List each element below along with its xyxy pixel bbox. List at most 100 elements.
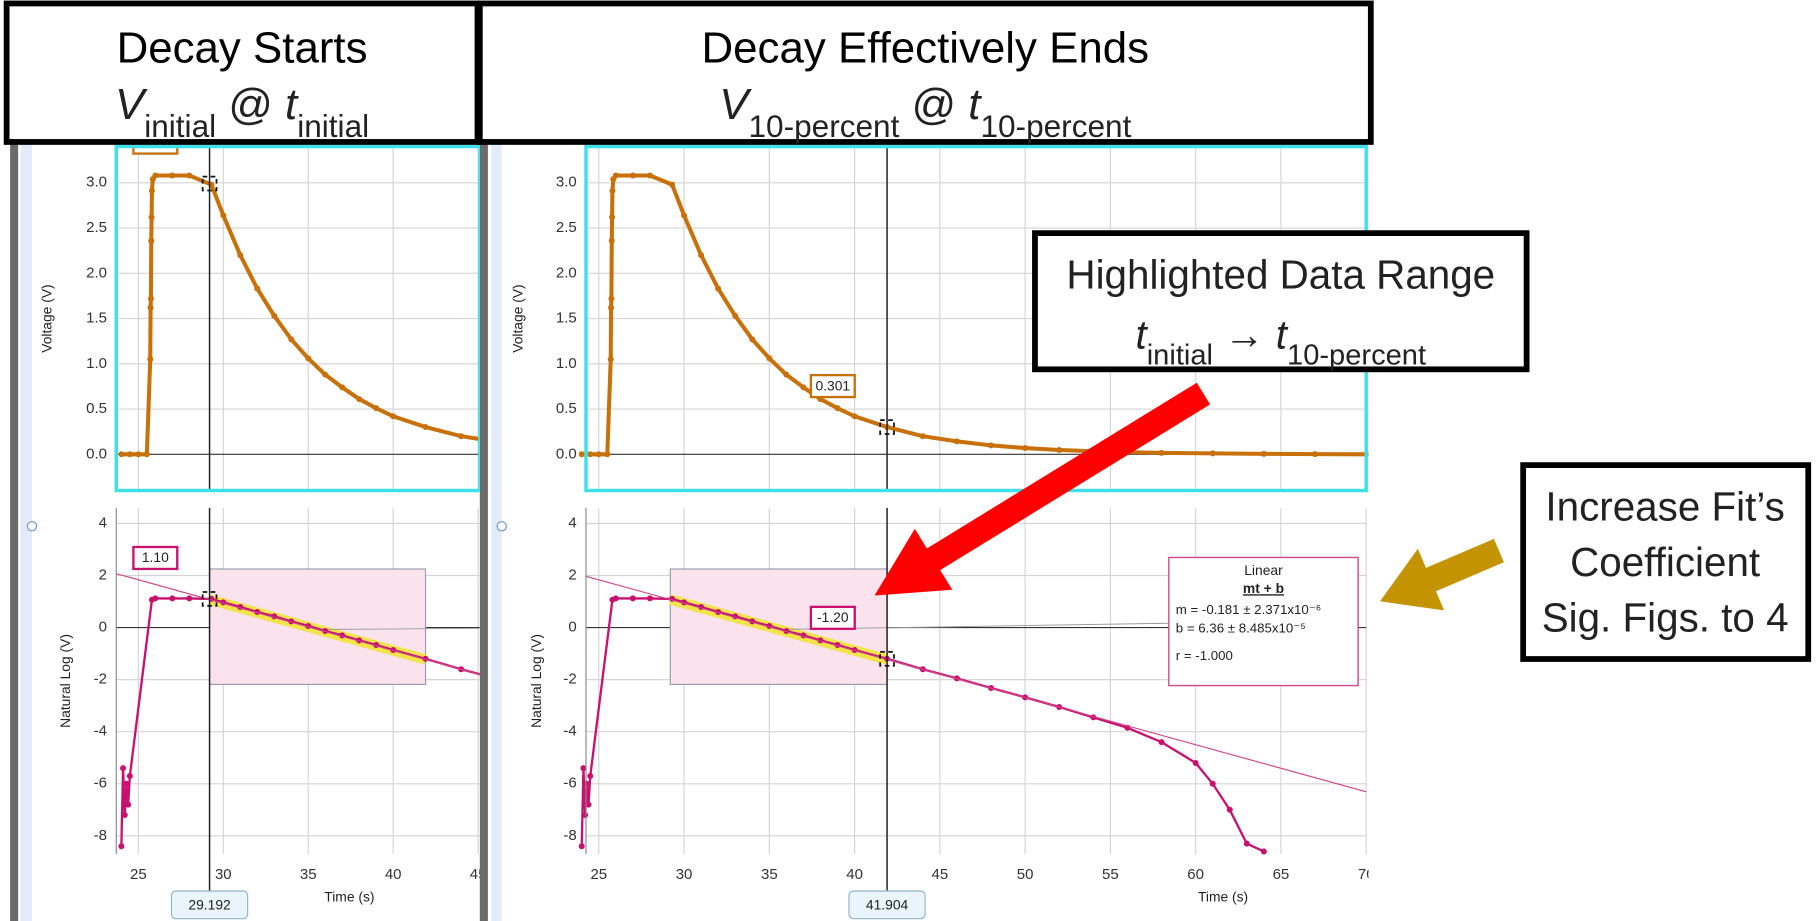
panel-divider	[10, 141, 19, 921]
callout-box	[1032, 230, 1530, 373]
y-tick-label: 2.0	[556, 264, 577, 281]
cursor-marker	[201, 591, 218, 607]
data-point	[1260, 450, 1267, 457]
cursor-value-box	[809, 605, 856, 630]
text-segment: initial	[297, 108, 369, 144]
data-point	[1260, 848, 1267, 855]
x-tick-label: 35	[300, 866, 317, 883]
y-tick-label: 4	[99, 514, 107, 531]
data-point	[646, 595, 653, 602]
data-point	[783, 371, 790, 378]
x-tick-label: 45	[932, 866, 949, 883]
data-point	[953, 438, 960, 445]
data-point	[578, 843, 585, 850]
fit-coefficient: r = -1.000	[1176, 648, 1233, 663]
y-tick-label: -4	[563, 723, 576, 740]
x-tick-label: 25	[130, 866, 147, 883]
panel-strip	[491, 141, 502, 921]
text-segment: t	[285, 80, 299, 129]
data-point	[1312, 451, 1319, 458]
data-point	[152, 172, 159, 179]
data-point	[612, 172, 619, 179]
x-tick-label: 40	[846, 866, 863, 883]
x-tick-label: 50	[1017, 866, 1034, 883]
y-axis-label: Natural Log (V)	[57, 634, 73, 728]
data-point	[1243, 840, 1250, 847]
resize-handle[interactable]	[496, 521, 507, 532]
data-point	[608, 304, 615, 311]
data-point	[322, 371, 329, 378]
cursor-x-value: 41.904	[866, 897, 909, 913]
x-tick-label: 45	[470, 866, 487, 883]
data-point	[919, 433, 926, 440]
data-point	[148, 237, 155, 244]
data-point	[1158, 739, 1165, 746]
callout-title: Highlighted Data Range	[1066, 252, 1495, 298]
text-segment: 10-percent	[980, 108, 1131, 144]
x-tick-label: 55	[1102, 866, 1119, 883]
y-tick-label: 2	[99, 566, 107, 583]
text-segment: t	[1276, 312, 1289, 358]
y-tick-label: -6	[94, 775, 107, 792]
x-axis-label: Time (s)	[1198, 888, 1248, 904]
data-point	[646, 172, 653, 179]
text-segment: 10-percent	[748, 108, 899, 144]
arrow	[874, 382, 1211, 596]
fit-leader	[317, 627, 480, 630]
data-point	[220, 212, 227, 219]
data-point	[582, 812, 589, 819]
data-point	[585, 801, 592, 808]
data-point	[118, 451, 125, 458]
data-point	[1056, 446, 1063, 453]
text-segment: t	[1136, 312, 1149, 358]
y-tick-label: -4	[94, 723, 107, 740]
y-tick-label: -8	[94, 827, 107, 844]
data-point	[148, 214, 155, 221]
fit-title: Linear	[1244, 562, 1283, 578]
data-point	[608, 237, 615, 244]
y-tick-label: 1.5	[556, 310, 577, 327]
data-point	[834, 405, 841, 412]
y-tick-label: 2	[568, 566, 576, 583]
cursor-value-box	[132, 545, 179, 571]
data-point	[143, 451, 150, 458]
data-point	[125, 801, 132, 808]
text-segment: →	[1213, 312, 1276, 358]
data-point	[148, 187, 155, 194]
text-segment: 10-percent	[1287, 340, 1426, 372]
header-formula: Vinitial @ tinitial	[115, 80, 369, 144]
data-point	[147, 295, 154, 302]
y-tick-label: 3.0	[86, 174, 107, 191]
callout-line: Coefficient	[1570, 539, 1760, 585]
data-point	[237, 252, 244, 259]
data-point	[698, 252, 705, 259]
data-point	[120, 765, 127, 772]
data-point	[121, 812, 128, 819]
y-tick-label: 0.0	[556, 445, 577, 462]
x-tick-label: 40	[385, 866, 402, 883]
data-point	[271, 312, 278, 319]
resize-handle[interactable]	[26, 521, 38, 532]
x-tick-label: 30	[215, 866, 232, 883]
panel-strip	[20, 141, 33, 921]
data-point	[607, 356, 614, 363]
y-tick-label: -2	[94, 671, 107, 688]
cursor-marker	[879, 651, 895, 667]
data-point	[800, 384, 807, 391]
cursor-x-box	[170, 890, 249, 920]
y-axis-label: Voltage (V)	[39, 284, 55, 352]
data-point	[1226, 806, 1233, 813]
data-point	[254, 285, 261, 292]
data-point	[373, 405, 380, 412]
y-tick-label: 2.5	[556, 219, 577, 236]
y-tick-label: 3.0	[556, 174, 577, 191]
y-tick-label: 2.0	[86, 264, 107, 281]
data-point	[186, 595, 193, 602]
y-tick-label: 1.0	[556, 355, 577, 372]
data-point	[458, 433, 465, 440]
data-point	[587, 772, 594, 779]
callout-line: Increase Fit’s	[1545, 484, 1784, 530]
y-tick-label: 2.5	[86, 219, 107, 236]
